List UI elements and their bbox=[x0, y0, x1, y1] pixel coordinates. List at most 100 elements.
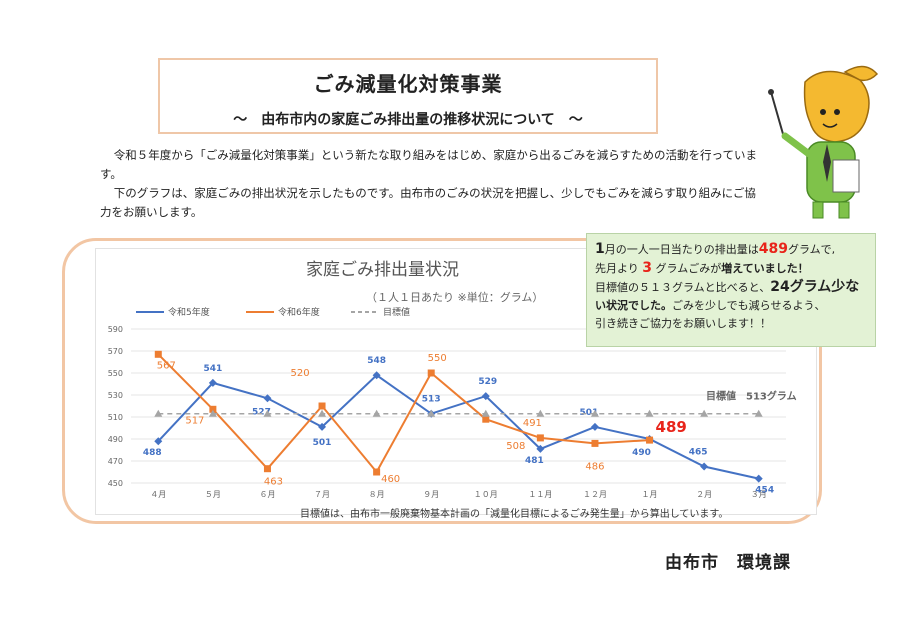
data-point bbox=[318, 402, 326, 410]
x-tick-label: ８月 bbox=[369, 490, 385, 499]
data-label: 517 bbox=[185, 415, 204, 426]
data-point bbox=[591, 439, 599, 447]
chart-footnote: 目標値は、由布市一般廃棄物基本計画の「減量化目標によるごみ発生量」から算出してい… bbox=[300, 509, 729, 520]
data-point bbox=[263, 409, 272, 417]
data-point bbox=[154, 437, 163, 446]
title-box: ごみ減量化対策事業 ～ 由布市内の家庭ごみ排出量の推移状況について ～ bbox=[158, 58, 658, 134]
data-label: 501 bbox=[580, 408, 599, 418]
data-point bbox=[645, 409, 654, 417]
data-label: 491 bbox=[523, 418, 542, 429]
data-label: 550 bbox=[428, 353, 447, 364]
highlight-label: 489 bbox=[656, 418, 687, 436]
x-tick-label: ４月 bbox=[150, 490, 166, 499]
page-title: ごみ減量化対策事業 bbox=[313, 72, 503, 96]
y-tick-label: 570 bbox=[108, 347, 123, 356]
y-tick-label: 510 bbox=[108, 413, 123, 422]
page-subtitle: ～ 由布市内の家庭ごみ排出量の推移状況について ～ bbox=[233, 112, 583, 128]
data-point bbox=[208, 409, 217, 417]
x-tick-label: ７月 bbox=[314, 490, 330, 499]
data-point bbox=[372, 371, 381, 380]
x-tick-label: １０月 bbox=[474, 490, 498, 499]
chart-subtitle: （１人１日あたり ※単位：グラム） bbox=[366, 290, 543, 304]
data-point bbox=[481, 392, 490, 401]
callout-text-7: ごみを少しでも減らせるよう、 bbox=[672, 299, 826, 312]
chart-grid: 450 470 490 510 530 550 570 590 ４月 ５月 ６月 ７月 ８月 ９月 １０月 １… bbox=[108, 325, 786, 499]
legend-label: 目標値 bbox=[383, 306, 410, 318]
data-label: 529 bbox=[478, 377, 497, 387]
callout-increase: 増えていました！ bbox=[721, 262, 809, 275]
data-point bbox=[263, 465, 271, 473]
data-label: 460 bbox=[381, 474, 400, 485]
callout-text-4: グラムごみが bbox=[655, 262, 722, 275]
data-point bbox=[536, 409, 545, 417]
data-point bbox=[590, 409, 599, 417]
data-point bbox=[482, 415, 490, 423]
callout-less: 24グラム少な bbox=[770, 279, 860, 295]
callout-text-3: 先月より bbox=[595, 262, 639, 275]
data-label: 527 bbox=[252, 407, 271, 417]
data-point bbox=[154, 350, 162, 358]
series-line bbox=[157, 353, 650, 474]
intro-paragraph-2: 下のグラフは、家庭ごみの排出状況を示したものです。由布市のごみの状況を把握し、少… bbox=[100, 186, 756, 219]
data-point bbox=[536, 444, 545, 453]
x-tick-label: ２月 bbox=[696, 490, 712, 499]
chart-frame bbox=[62, 238, 822, 524]
info-callout: 1月の一人一日当たりの排出量は489グラムで, 先月より 3 グラムごみが増えて… bbox=[586, 233, 876, 347]
data-label: 513 bbox=[422, 395, 441, 405]
data-label: 486 bbox=[585, 461, 604, 472]
data-label: 454 bbox=[755, 486, 774, 496]
data-point bbox=[318, 422, 327, 431]
callout-diff: 3 bbox=[642, 260, 653, 276]
data-label: 520 bbox=[290, 368, 309, 379]
intro-paragraph-1: 令和５年度から「ごみ減量化対策事業」という新たな取り組みをはじめ、家庭から出るご… bbox=[100, 148, 757, 181]
chart-title: 家庭ごみ排出量状況 bbox=[306, 260, 459, 280]
data-label: 508 bbox=[506, 441, 525, 452]
callout-text-5: 目標値の５１３グラムと比べると、 bbox=[595, 281, 771, 294]
chart-legend: 令和5年度 令和6年度 目標値 bbox=[136, 306, 410, 318]
callout-text-1: 月の一人一日当たりの排出量は bbox=[604, 243, 759, 256]
data-point bbox=[154, 409, 163, 417]
department-name: 由布市 環境課 bbox=[665, 553, 791, 573]
y-tick-label: 590 bbox=[108, 325, 123, 334]
callout-month-number: 1 bbox=[595, 241, 605, 257]
data-label: 490 bbox=[632, 448, 651, 458]
data-point bbox=[209, 405, 217, 413]
callout-text-8: 引き続きご協力をお願いします！！ bbox=[595, 317, 771, 330]
data-point bbox=[373, 468, 381, 476]
callout-amount: 489 bbox=[758, 241, 788, 257]
y-tick-label: 490 bbox=[108, 435, 123, 444]
data-point bbox=[318, 409, 327, 417]
line-chart: 家庭ごみ排出量状況 （１人１日あたり ※単位：グラム） 令和5年度 令和6年度 目標… bbox=[108, 260, 797, 499]
data-label: 463 bbox=[264, 477, 283, 488]
data-point bbox=[481, 409, 490, 417]
data-point bbox=[700, 409, 709, 417]
legend-label: 令和5年度 bbox=[168, 306, 210, 318]
data-point bbox=[427, 369, 435, 377]
callout-text-2: グラムで, bbox=[787, 243, 836, 256]
data-label: 488 bbox=[143, 448, 162, 458]
intro-text: 令和５年度から「ごみ減量化対策事業」という新たな取り組みをはじめ、家庭から出るご… bbox=[100, 146, 765, 222]
x-tick-label: ６月 bbox=[259, 490, 275, 499]
target-label: 目標値 513グラム bbox=[706, 390, 797, 403]
data-point bbox=[427, 409, 436, 417]
data-label: 541 bbox=[203, 364, 222, 374]
data-point bbox=[590, 422, 599, 431]
data-label: 481 bbox=[525, 456, 544, 466]
data-point bbox=[754, 474, 763, 483]
x-tick-label: １月 bbox=[642, 490, 658, 499]
data-label: 465 bbox=[689, 448, 708, 458]
data-label: 567 bbox=[157, 360, 176, 371]
data-point bbox=[372, 409, 381, 417]
data-label: 501 bbox=[313, 438, 332, 448]
data-point bbox=[208, 378, 217, 387]
y-tick-label: 530 bbox=[108, 391, 123, 400]
x-tick-label: ９月 bbox=[423, 490, 439, 499]
x-tick-label: １１月 bbox=[528, 490, 552, 499]
mascot-illustration bbox=[768, 65, 879, 219]
y-tick-label: 550 bbox=[108, 369, 123, 378]
data-point bbox=[700, 462, 709, 471]
y-tick-label: 450 bbox=[108, 479, 123, 488]
data-point bbox=[754, 409, 763, 417]
data-point bbox=[646, 436, 654, 444]
y-tick-label: 470 bbox=[108, 457, 123, 466]
